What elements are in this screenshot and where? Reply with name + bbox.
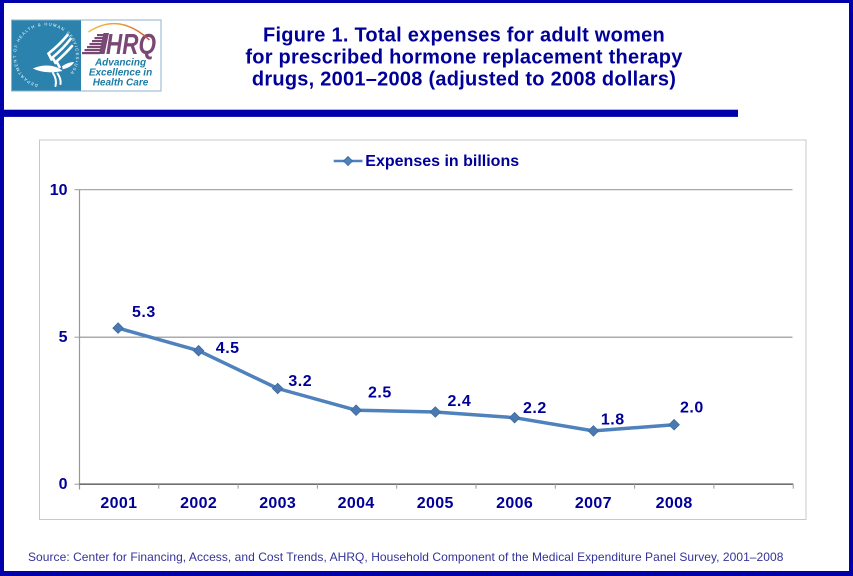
svg-text:2001: 2001	[100, 495, 137, 512]
svg-text:4.5: 4.5	[216, 340, 240, 357]
svg-text:2007: 2007	[575, 495, 612, 512]
svg-text:2.2: 2.2	[523, 400, 547, 417]
svg-text:2004: 2004	[338, 495, 375, 512]
svg-text:2.0: 2.0	[680, 400, 704, 417]
svg-text:2006: 2006	[496, 495, 533, 512]
svg-text:Advancing: Advancing	[94, 58, 146, 69]
svg-text:2.4: 2.4	[448, 393, 472, 410]
svg-text:5.3: 5.3	[132, 304, 156, 321]
svg-text:Expenses in billions: Expenses in billions	[365, 153, 519, 170]
svg-text:2003: 2003	[259, 495, 296, 512]
svg-text:drugs, 2001–2008 (adjusted to: drugs, 2001–2008 (adjusted to 2008 dolla…	[252, 69, 676, 91]
svg-text:10: 10	[50, 182, 68, 199]
svg-text:2.5: 2.5	[368, 385, 392, 402]
svg-text:HRQ: HRQ	[106, 29, 156, 61]
svg-text:for prescribed hormone replace: for prescribed hormone replacement thera…	[245, 47, 683, 69]
svg-text:Figure 1. Total expenses for a: Figure 1. Total expenses for adult women	[263, 24, 665, 46]
svg-text:2002: 2002	[180, 495, 217, 512]
svg-text:Excellence in: Excellence in	[89, 68, 152, 79]
svg-text:Source: Center for Financing,: Source: Center for Financing, Access, an…	[28, 550, 784, 564]
svg-text:2005: 2005	[417, 495, 454, 512]
svg-text:5: 5	[59, 329, 68, 346]
svg-text:Health Care: Health Care	[93, 78, 149, 89]
svg-text:0: 0	[59, 476, 68, 493]
svg-text:1.8: 1.8	[601, 412, 625, 429]
svg-text:3.2: 3.2	[288, 373, 312, 390]
svg-text:2008: 2008	[656, 495, 693, 512]
